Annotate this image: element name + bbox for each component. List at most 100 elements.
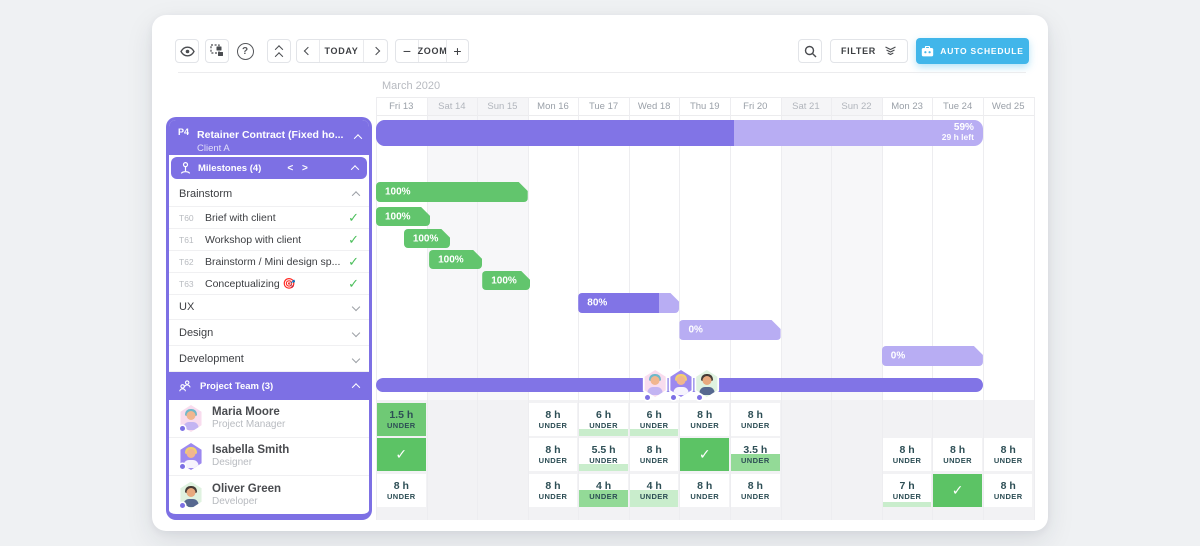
workload-cell-oliver-green-wed-18[interactable]: 4 h UNDER bbox=[629, 474, 679, 507]
collapse-project-icon[interactable] bbox=[353, 134, 363, 143]
workload-cell-isabella-smith-tue-17[interactable]: 5.5 h UNDER bbox=[579, 438, 628, 471]
task-done-check-icon[interactable]: ✓ bbox=[348, 275, 359, 291]
project-team-header[interactable]: Project Team (3) bbox=[169, 372, 369, 400]
chevron-down-icon[interactable] bbox=[351, 354, 361, 363]
sidebar-task-t62[interactable]: T62 Brainstorm / Mini design sp... ✓ bbox=[169, 251, 369, 273]
workload-cell-oliver-green-wed-25[interactable]: 8 h UNDER bbox=[983, 474, 1033, 507]
workload-hours: 8 h bbox=[545, 444, 561, 456]
day-header-thu-19: Thu 19 bbox=[689, 100, 720, 112]
workload-cell-maria-moore-mon-16[interactable]: 8 h UNDER bbox=[528, 403, 578, 436]
project-progress-bar[interactable]: 59% 29 h left bbox=[376, 120, 983, 146]
sidebar-member-maria-moore[interactable]: Maria Moore Project Manager bbox=[169, 400, 369, 438]
gantt-bar-t62[interactable]: 100% bbox=[429, 250, 482, 269]
workload-hours: 8 h bbox=[697, 480, 713, 492]
collapse-milestones-icon[interactable] bbox=[350, 165, 360, 174]
gantt-bar-design[interactable]: 0% bbox=[679, 320, 780, 340]
gantt-bar-development[interactable]: 0% bbox=[882, 346, 983, 366]
workload-cell-isabella-smith-fri-20[interactable]: 3.5 h UNDER bbox=[731, 438, 780, 471]
sidebar-task-t60[interactable]: T60 Brief with client ✓ bbox=[169, 207, 369, 229]
milestone-icon bbox=[180, 161, 191, 175]
workload-cell-maria-moore-tue-17[interactable]: 6 h UNDER bbox=[579, 403, 628, 436]
workload-cell-maria-moore-fri-20[interactable]: 8 h UNDER bbox=[731, 403, 780, 436]
workload-hours: 8 h bbox=[899, 444, 915, 456]
gantt-bar-t60[interactable]: 100% bbox=[376, 207, 430, 226]
group-label: Development bbox=[179, 352, 244, 365]
workload-cell-oliver-green-thu-19[interactable]: 8 h UNDER bbox=[680, 474, 730, 507]
project-progress-text: 59% 29 h left bbox=[942, 123, 974, 142]
sidebar-member-oliver-green[interactable]: Oliver Green Developer bbox=[169, 476, 369, 514]
member-name: Maria Moore bbox=[212, 406, 280, 418]
zoom-in-button[interactable]: + bbox=[446, 40, 468, 62]
task-done-check-icon[interactable]: ✓ bbox=[348, 253, 359, 269]
grid-line bbox=[426, 97, 428, 520]
gantt-bar-t61[interactable]: 100% bbox=[404, 229, 451, 248]
today-button[interactable]: TODAY bbox=[320, 40, 364, 62]
workload-cell-isabella-smith-wed-18[interactable]: 8 h UNDER bbox=[629, 438, 679, 471]
filter-button[interactable]: FILTER bbox=[830, 39, 908, 63]
grid-line bbox=[376, 97, 377, 520]
zoom-out-button[interactable]: − bbox=[396, 40, 419, 62]
chevron-down-icon[interactable] bbox=[351, 328, 361, 337]
collapse-all-button[interactable] bbox=[267, 39, 291, 63]
avatar-maria-moore bbox=[179, 405, 203, 432]
workload-cell-oliver-green-mon-23[interactable]: 7 h UNDER bbox=[882, 474, 932, 507]
avatar-head bbox=[702, 376, 712, 385]
help-button[interactable]: ? bbox=[233, 39, 257, 63]
workload-hours: 4 h bbox=[646, 480, 662, 492]
workload-cell-oliver-green-tue-24[interactable]: ✓ bbox=[933, 474, 982, 507]
workload-cell-isabella-smith-mon-16[interactable]: 8 h UNDER bbox=[528, 438, 578, 471]
project-sidebar: P4 Retainer Contract (Fixed ho... Client… bbox=[166, 117, 372, 520]
app-window: ? TODAY − ZOOM + FILTER AUTO SCHEDULE Ma… bbox=[152, 15, 1048, 531]
auto-schedule-button[interactable]: AUTO SCHEDULE bbox=[916, 38, 1029, 64]
workload-fill bbox=[882, 502, 932, 507]
milestone-range-icon[interactable]: < > bbox=[287, 162, 311, 174]
sidebar-group-design[interactable]: Design bbox=[169, 320, 369, 346]
visibility-button[interactable] bbox=[175, 39, 199, 63]
workload-cell-oliver-green-fri-13[interactable]: 8 h UNDER bbox=[377, 474, 426, 507]
workload-cell-maria-moore-fri-13[interactable]: 1.5 h UNDER bbox=[377, 403, 426, 436]
next-button[interactable] bbox=[364, 40, 387, 62]
gantt-bar-brainstorm[interactable]: 100% bbox=[376, 182, 528, 202]
sidebar-group-development[interactable]: Development bbox=[169, 346, 369, 372]
sidebar-task-t61[interactable]: T61 Workshop with client ✓ bbox=[169, 229, 369, 251]
workload-cell-isabella-smith-mon-23[interactable]: 8 h UNDER bbox=[882, 438, 932, 471]
workload-cell-isabella-smith-thu-19[interactable]: ✓ bbox=[680, 438, 730, 471]
workload-cell-maria-moore-thu-19[interactable]: 8 h UNDER bbox=[680, 403, 730, 436]
task-done-check-icon[interactable]: ✓ bbox=[348, 231, 359, 247]
gantt-bar-ux[interactable]: 80% bbox=[578, 293, 679, 313]
workload-status: UNDER bbox=[386, 421, 416, 430]
day-header-tue-17: Tue 17 bbox=[588, 100, 619, 112]
workload-status: UNDER bbox=[386, 492, 416, 501]
workload-hours: 7 h bbox=[899, 480, 915, 492]
gantt-bar-t63[interactable]: 100% bbox=[482, 271, 530, 290]
workload-cell-oliver-green-mon-16[interactable]: 8 h UNDER bbox=[528, 474, 578, 507]
day-header-mon-16: Mon 16 bbox=[537, 100, 569, 112]
avatar-person bbox=[645, 370, 666, 397]
workload-cell-isabella-smith-fri-13[interactable]: ✓ bbox=[377, 438, 426, 471]
dependencies-button[interactable] bbox=[205, 39, 229, 63]
avatar-person bbox=[180, 405, 201, 432]
workload-cell-oliver-green-fri-20[interactable]: 8 h UNDER bbox=[731, 474, 780, 507]
search-button[interactable] bbox=[798, 39, 822, 63]
workload-cell-isabella-smith-tue-24[interactable]: 8 h UNDER bbox=[933, 438, 982, 471]
project-header[interactable]: P4 Retainer Contract (Fixed ho... Client… bbox=[169, 120, 369, 155]
grid-line bbox=[477, 97, 479, 520]
milestones-header[interactable]: Milestones (4) < > bbox=[171, 157, 367, 179]
workload-cell-maria-moore-wed-18[interactable]: 6 h UNDER bbox=[629, 403, 679, 436]
avatar-person bbox=[180, 482, 201, 509]
sidebar-task-t63[interactable]: T63 Conceptualizing 🎯 ✓ bbox=[169, 273, 369, 295]
sidebar-member-isabella-smith[interactable]: Isabella Smith Designer bbox=[169, 438, 369, 476]
sidebar-group-brainstorm[interactable]: Brainstorm bbox=[169, 181, 369, 207]
collapse-team-icon[interactable] bbox=[351, 383, 361, 392]
task-done-check-icon[interactable]: ✓ bbox=[348, 209, 359, 225]
prev-button[interactable] bbox=[297, 40, 320, 62]
avatar-hexagon bbox=[180, 443, 202, 470]
chevron-down-icon[interactable] bbox=[351, 302, 361, 312]
project-progress-done bbox=[376, 120, 735, 146]
workload-cell-oliver-green-tue-17[interactable]: 4 h UNDER bbox=[579, 474, 628, 507]
sidebar-group-ux[interactable]: UX bbox=[169, 295, 369, 320]
chevron-up-icon[interactable] bbox=[351, 190, 361, 200]
workload-cell-isabella-smith-wed-25[interactable]: 8 h UNDER bbox=[983, 438, 1033, 471]
eye-icon bbox=[179, 46, 195, 57]
project-hours-left: 29 h left bbox=[941, 132, 974, 142]
